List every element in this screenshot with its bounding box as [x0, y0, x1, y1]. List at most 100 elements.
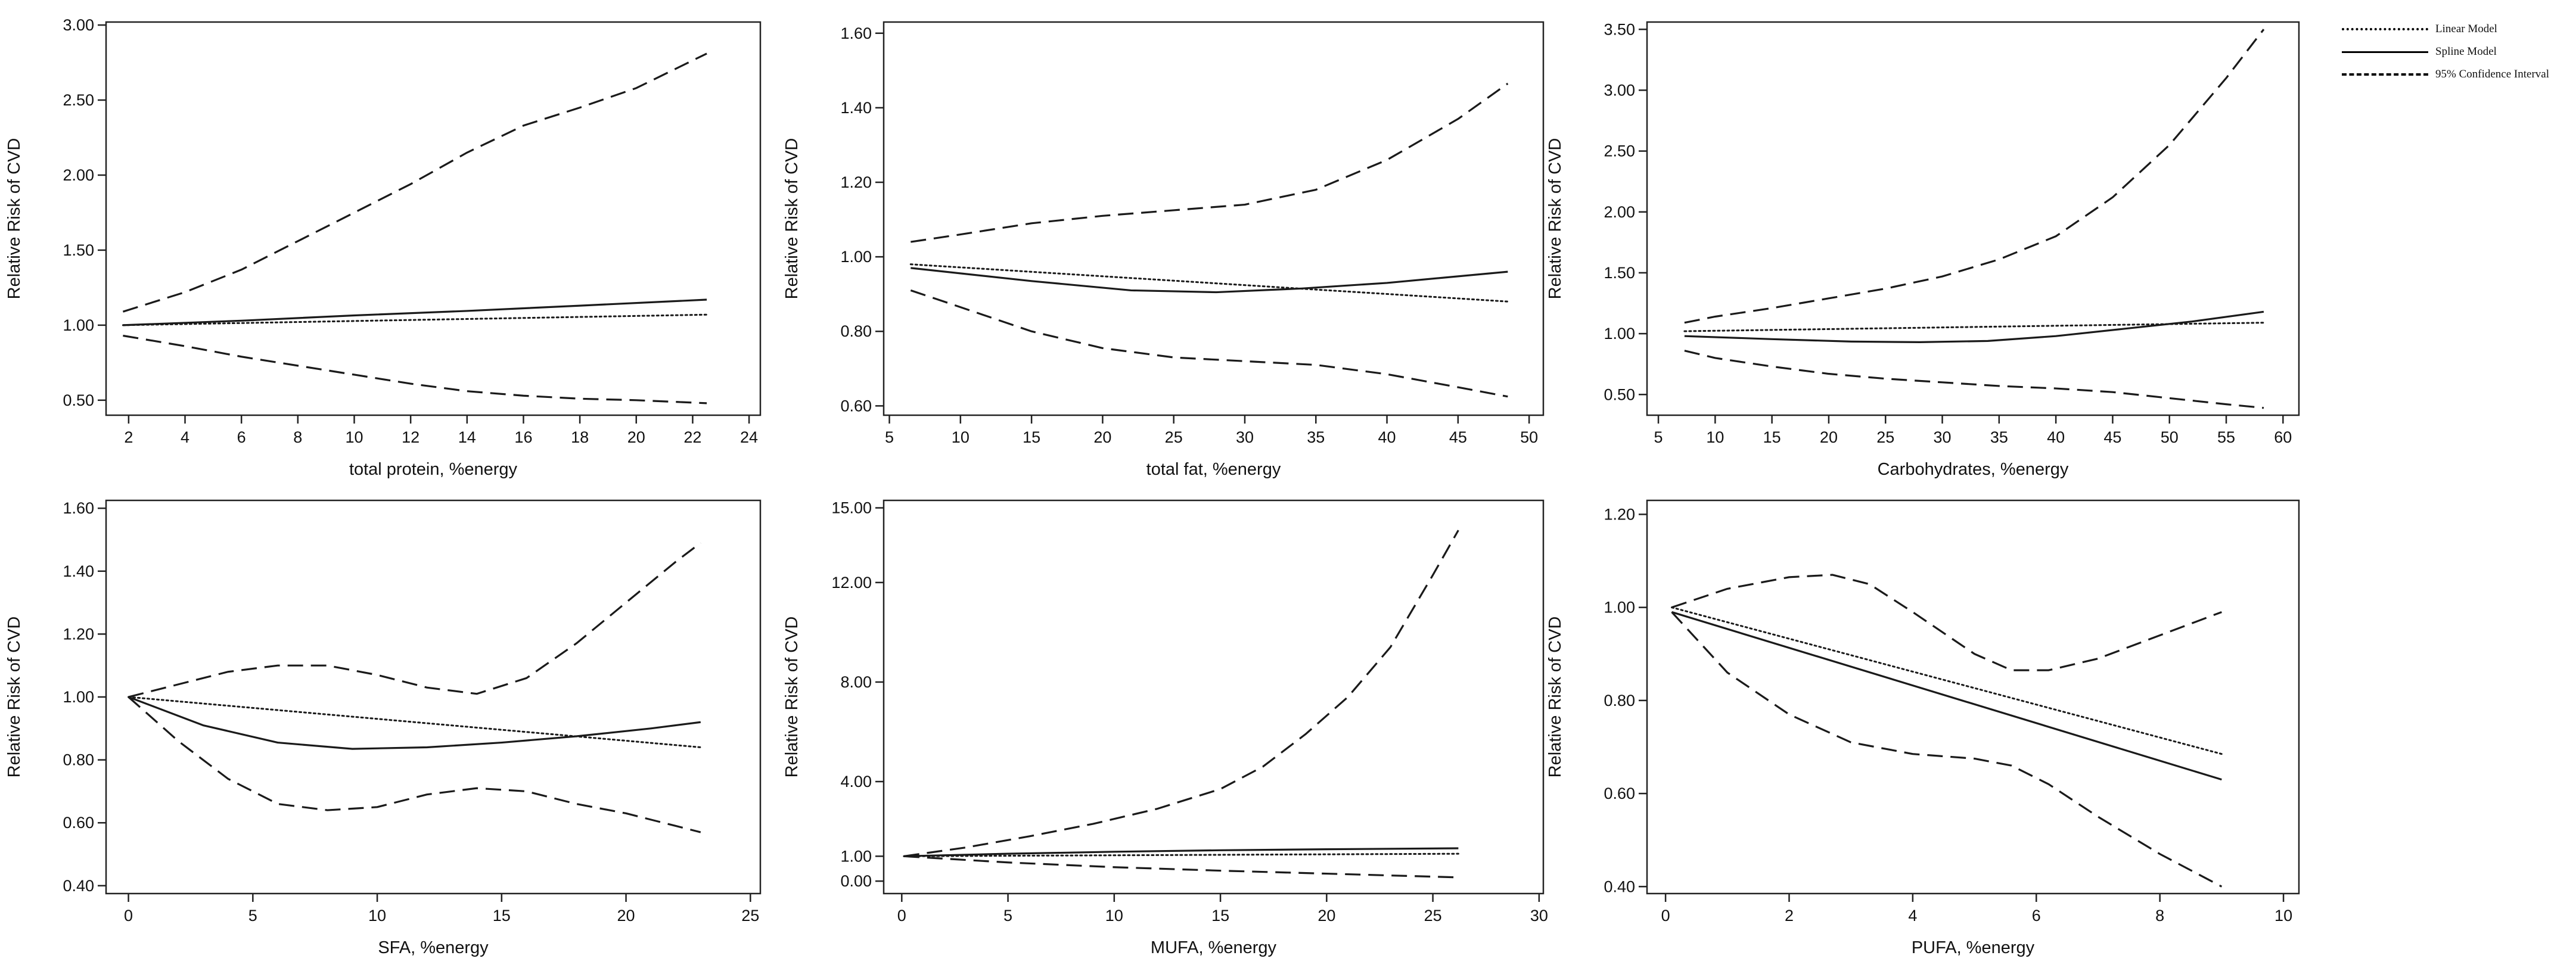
series-line-dashed [1671, 574, 2222, 671]
x-tick-label: 24 [740, 428, 758, 446]
x-tick-label: 20 [627, 428, 645, 446]
x-tick-label: 14 [458, 428, 476, 446]
x-tick-label: 25 [741, 907, 759, 925]
series-line-solid [1684, 310, 2264, 344]
y-tick-label: 0.50 [1604, 385, 1635, 403]
y-tick-label: 8.00 [840, 673, 872, 691]
x-tick-label: 40 [1378, 428, 1396, 446]
y-tick-label: 1.20 [1604, 505, 1635, 523]
y-axis-title: Relative Risk of CVD [782, 617, 801, 778]
plot-frame [1646, 499, 2300, 895]
plot-frame [1646, 21, 2300, 416]
y-axis-title: Relative Risk of CVD [1546, 617, 1565, 778]
x-tick-label: 6 [237, 428, 246, 446]
chart-panel-2: 5 10 15 20 25 30 35 40 45 50 0.60 0.80 1.00 1.20 1.40 1… [782, 21, 1545, 479]
plot-frame [883, 21, 1545, 416]
x-axis-title: SFA, %energy [378, 938, 489, 957]
legend-swatch-dashed [2342, 73, 2428, 76]
y-tick-label: 1.20 [63, 625, 94, 643]
plot-frame [883, 499, 1545, 895]
x-tick-label: 15 [1211, 907, 1229, 925]
series-line-dashed [911, 82, 1509, 243]
x-tick-label: 20 [1317, 907, 1335, 925]
x-tick-label: 20 [617, 907, 635, 925]
series-line-dashed [1684, 29, 2265, 324]
y-tick-label: 1.00 [840, 847, 872, 865]
y-axis-title: Relative Risk of CVD [782, 138, 801, 300]
x-tick-label: 55 [2217, 428, 2235, 446]
series-line-dotted [909, 263, 1509, 303]
chart-panel-3: 5 10 15 20 25 30 35 40 45 50 55 60 0.50 1.00 1.50 2.00 2… [1546, 20, 2300, 479]
x-tick-label: 5 [248, 907, 257, 925]
y-tick-label: 3.00 [1604, 81, 1635, 99]
series-line-solid [911, 267, 1508, 294]
x-tick-label: 22 [683, 428, 701, 446]
x-axis-title: Carbohydrates, %energy [1878, 460, 2069, 479]
plot-frame [105, 21, 762, 416]
legend-swatch-solid [2342, 51, 2428, 53]
legend-label-ci: 95% Confidence Interval [2435, 68, 2549, 80]
y-tick-label: 0.50 [63, 391, 94, 409]
y-axis-title: Relative Risk of CVD [1546, 138, 1565, 300]
y-tick-label: 15.00 [831, 499, 872, 517]
x-tick-label: 20 [1093, 428, 1111, 446]
x-tick-label: 45 [1449, 428, 1467, 446]
x-tick-label: 5 [1003, 907, 1012, 925]
y-tick-label: 1.40 [840, 99, 872, 117]
series-line-dashed [128, 696, 701, 833]
series-line-dotted [1670, 606, 2223, 755]
x-tick-label: 0 [1661, 907, 1670, 925]
x-tick-label: 18 [571, 428, 589, 446]
y-tick-label: 3.00 [63, 16, 94, 34]
chart-panel-6: 0 2 4 6 8 10 0.40 0.60 0.80 1.00 1.20 PUFA, %energy… [1546, 499, 2300, 957]
x-tick-label: 35 [1990, 428, 2008, 446]
series-line-dashed [910, 289, 1508, 398]
y-tick-label: 2.00 [63, 166, 94, 184]
legend-item-linear: Linear Model [2342, 18, 2568, 41]
y-tick-label: 2.50 [1604, 142, 1635, 160]
y-tick-label: 2.50 [63, 91, 94, 109]
y-tick-label: 0.00 [840, 872, 872, 890]
x-tick-label: 4 [1908, 907, 1917, 925]
series-line-solid [128, 696, 701, 750]
legend-swatch-dotted [2342, 28, 2428, 30]
legend-item-spline: Spline Model [2342, 41, 2568, 63]
series-line-dashed [128, 542, 701, 698]
y-tick-label: 1.00 [840, 248, 872, 266]
legend-label-linear: Linear Model [2435, 23, 2497, 35]
x-tick-label: 15 [1023, 428, 1040, 446]
y-tick-label: 12.00 [831, 574, 872, 592]
y-tick-label: 1.00 [63, 688, 94, 706]
y-tick-label: 1.20 [840, 173, 872, 191]
x-tick-label: 40 [2047, 428, 2065, 446]
y-tick-label: 1.50 [63, 241, 94, 259]
y-tick-label: 0.60 [1604, 785, 1635, 802]
y-tick-label: 0.60 [63, 814, 94, 832]
x-tick-label: 5 [1654, 428, 1663, 446]
y-tick-label: 1.00 [63, 316, 94, 334]
x-axis-title: total fat, %energy [1146, 460, 1281, 479]
x-tick-label: 30 [1236, 428, 1254, 446]
x-axis-title: MUFA, %energy [1151, 938, 1277, 957]
x-tick-label: 5 [885, 428, 894, 446]
x-tick-label: 35 [1307, 428, 1325, 446]
y-axis-title: Relative Risk of CVD [5, 617, 24, 778]
series-line-dotted [122, 313, 708, 326]
x-tick-label: 10 [1105, 907, 1123, 925]
series-line-dashed [122, 52, 707, 313]
y-tick-label: 0.60 [840, 397, 872, 415]
y-tick-label: 2.00 [1604, 203, 1635, 221]
series-line-dashed [1684, 350, 2264, 409]
x-tick-label: 2 [124, 428, 133, 446]
chart-panel-4: 0 5 10 15 20 25 0.40 0.60 0.80 1.00 1.20 1.40 1.60 SF… [5, 499, 762, 957]
series-line-dotted [128, 696, 702, 748]
x-tick-label: 60 [2274, 428, 2292, 446]
x-tick-label: 50 [1520, 428, 1538, 446]
x-tick-label: 25 [1876, 428, 1894, 446]
x-tick-label: 8 [2155, 907, 2164, 925]
chart-panel-1: 2 4 6 8 10 12 14 16 18 20 22 240.501.001.502.002.50… [5, 16, 762, 479]
y-tick-label: 3.50 [1604, 20, 1635, 38]
y-tick-label: 4.00 [840, 773, 872, 791]
series-line-solid [903, 847, 1459, 857]
